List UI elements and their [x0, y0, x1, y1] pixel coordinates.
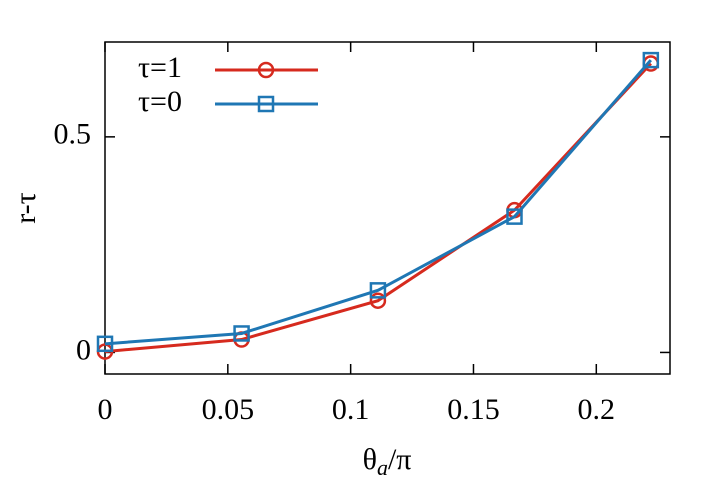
- series-line: [104, 62, 652, 354]
- x-label-rest: /π: [388, 443, 411, 476]
- x-tick-label: 0.15: [447, 393, 500, 426]
- x-label-subscript: a: [377, 455, 388, 480]
- x-tick-label: 0: [98, 393, 113, 426]
- series-line: [104, 59, 652, 346]
- plot-frame: [104, 41, 671, 375]
- x-axis-label: θa/π: [363, 443, 412, 480]
- x-tick-label: 0.05: [202, 393, 255, 426]
- y-axis-label: r-τ: [9, 192, 42, 223]
- legend-label: τ=1: [138, 51, 182, 84]
- point: [369, 292, 387, 309]
- y-tick-label: 0: [76, 333, 91, 366]
- legend-marker: [257, 95, 275, 113]
- point: [233, 325, 250, 342]
- x-label-base: θ: [363, 443, 377, 476]
- legend-label: τ=0: [138, 85, 182, 118]
- point: [506, 208, 523, 225]
- x-tick-label: 0.1: [332, 393, 370, 426]
- point: [642, 51, 660, 69]
- y-tick-label: 0.5: [54, 118, 92, 151]
- legend-marker: [257, 61, 275, 79]
- point: [96, 335, 114, 353]
- point: [369, 282, 387, 299]
- x-tick-label: 0.2: [578, 393, 616, 426]
